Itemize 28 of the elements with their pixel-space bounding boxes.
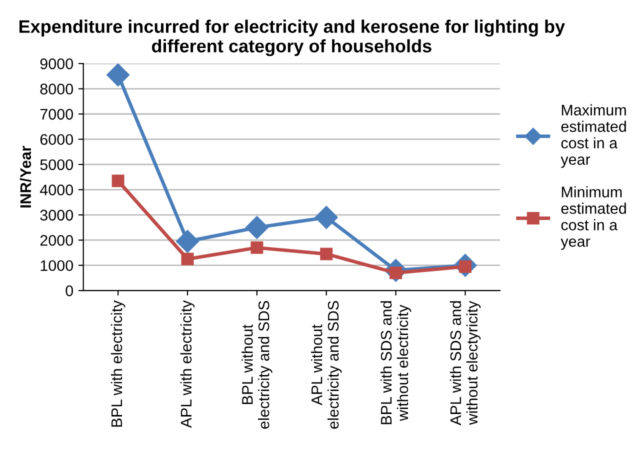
- y-axis-title: INR/Year: [20, 146, 32, 208]
- y-tick-label: 8000: [40, 84, 74, 94]
- x-tick-label: BPL with SDS and without electricity: [380, 301, 412, 424]
- x-tick-label: APL without electricity and SDS: [311, 300, 342, 429]
- y-tick-label: 4000: [40, 184, 74, 196]
- y-tick-label: 0: [66, 285, 74, 296]
- point: [176, 230, 199, 253]
- y-tick-label: 3000: [40, 210, 74, 221]
- y-tick-label: 9000: [40, 58, 74, 70]
- x-tick-label: BPL with electricity: [110, 300, 126, 427]
- point: [250, 241, 264, 254]
- point: [106, 64, 130, 86]
- point: [181, 252, 194, 266]
- y-tick-label: 7000: [40, 108, 74, 120]
- y-tick-label: 6000: [40, 134, 74, 145]
- point: [314, 206, 338, 229]
- x-tick-label: BPL without electricity and SDS: [242, 300, 272, 429]
- y-tick-label: 2000: [40, 234, 74, 246]
- x-tick-label: APL with SDS and without electyricity: [450, 300, 481, 426]
- point: [320, 248, 333, 260]
- legend-label: Minimum estimated cost in a year: [560, 186, 626, 250]
- chart-title: Expenditure incurred for electricity and kerosene for lighting by different category of households: [19, 20, 565, 56]
- y-tick-label: 5000: [40, 159, 74, 170]
- x-tick-label: APL with electricity: [180, 300, 195, 428]
- y-tick-label: 1000: [40, 260, 74, 272]
- legend-label: Maximum estimated cost in a year: [560, 104, 626, 168]
- point: [245, 216, 268, 239]
- point: [112, 174, 124, 188]
